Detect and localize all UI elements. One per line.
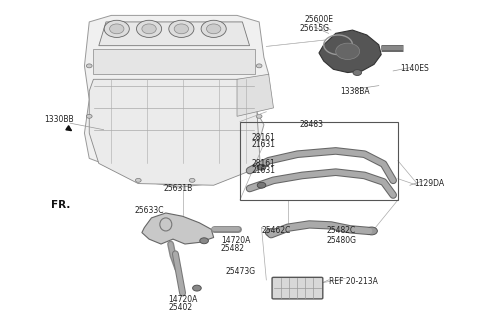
Text: 25615G: 25615G: [300, 24, 330, 32]
Circle shape: [104, 20, 129, 37]
Text: 1338BA: 1338BA: [340, 87, 370, 96]
Circle shape: [366, 227, 377, 235]
Circle shape: [192, 285, 201, 291]
Text: 25482C: 25482C: [326, 226, 355, 235]
Text: FR.: FR.: [51, 200, 71, 210]
Text: 25600E: 25600E: [305, 15, 334, 24]
Text: 25633C: 25633C: [135, 206, 164, 215]
Text: 25482: 25482: [221, 244, 245, 253]
Polygon shape: [84, 15, 269, 187]
Circle shape: [336, 43, 360, 59]
Polygon shape: [99, 22, 250, 46]
Circle shape: [256, 114, 262, 118]
Text: REF 20-213A: REF 20-213A: [328, 277, 377, 286]
Circle shape: [257, 182, 266, 188]
Polygon shape: [142, 213, 214, 244]
Text: 28161: 28161: [252, 133, 276, 142]
Polygon shape: [89, 79, 260, 185]
Circle shape: [174, 24, 189, 34]
Text: 28483: 28483: [300, 120, 324, 129]
Text: 14720A: 14720A: [168, 295, 198, 304]
Circle shape: [206, 24, 221, 34]
Circle shape: [257, 164, 266, 170]
Circle shape: [136, 20, 162, 37]
Polygon shape: [319, 30, 381, 72]
Text: 21631: 21631: [252, 139, 276, 149]
Text: 25473G: 25473G: [226, 267, 256, 276]
Circle shape: [86, 64, 92, 68]
Text: 25462C: 25462C: [262, 226, 291, 235]
Text: 21631: 21631: [252, 166, 276, 174]
Text: 1129DA: 1129DA: [415, 179, 445, 188]
Text: 25480G: 25480G: [326, 236, 356, 245]
Circle shape: [200, 238, 208, 244]
Bar: [240, 122, 398, 200]
Text: 28161: 28161: [252, 159, 276, 168]
Circle shape: [135, 178, 141, 182]
Text: 1140ES: 1140ES: [400, 64, 429, 73]
Polygon shape: [237, 74, 274, 116]
Circle shape: [109, 24, 124, 34]
Text: 1330BB: 1330BB: [44, 115, 73, 124]
Circle shape: [189, 178, 195, 182]
FancyBboxPatch shape: [272, 277, 323, 299]
Text: 14720A: 14720A: [221, 236, 250, 245]
Circle shape: [142, 24, 156, 34]
Circle shape: [265, 229, 277, 236]
Circle shape: [256, 64, 262, 68]
Circle shape: [86, 114, 92, 118]
Circle shape: [353, 70, 361, 75]
Text: 25402: 25402: [168, 303, 192, 312]
Text: 25631B: 25631B: [163, 184, 192, 193]
Circle shape: [169, 20, 194, 37]
Bar: [94, 49, 255, 74]
Circle shape: [201, 20, 226, 37]
